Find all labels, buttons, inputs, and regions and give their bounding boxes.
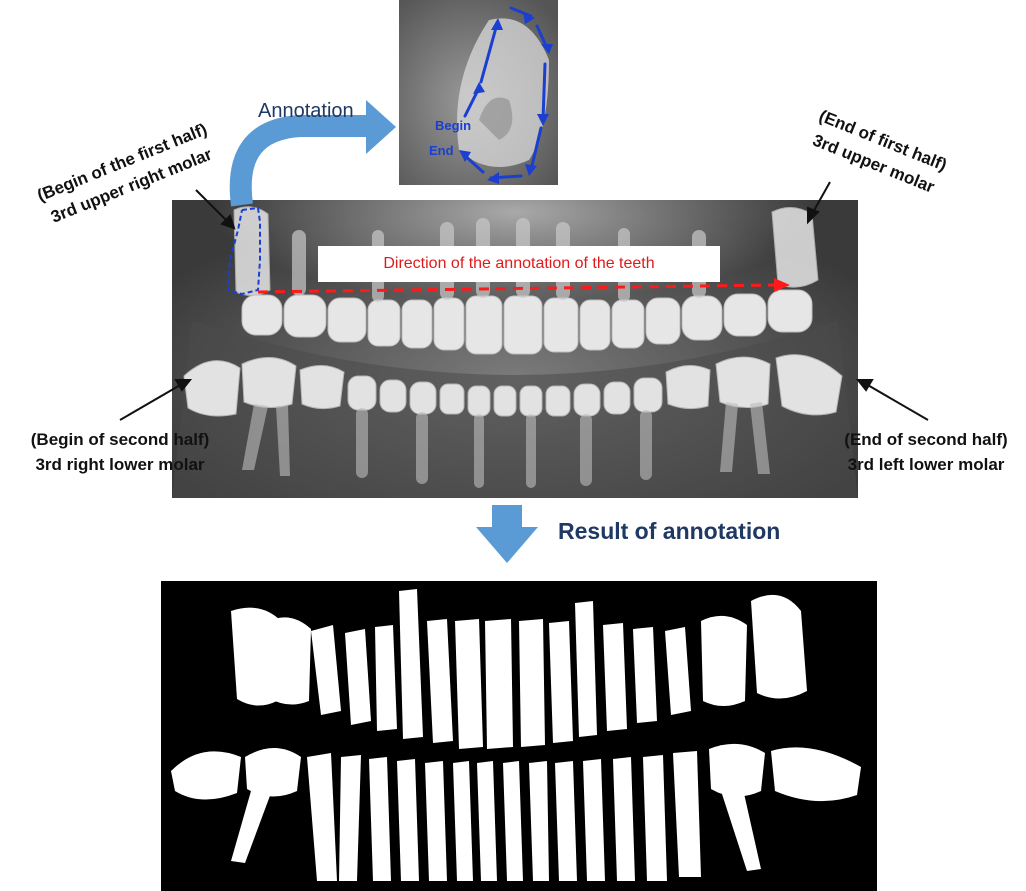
panoramic-xray-image: [172, 200, 858, 498]
result-down-arrow: [476, 505, 538, 563]
inset-begin-label: Begin: [435, 118, 472, 133]
direction-label-box: Direction of the annotation of the teeth: [318, 246, 720, 282]
label-end-second-half-line2: 3rd left lower molar: [847, 454, 1005, 474]
result-label: Result of annotation: [558, 518, 781, 544]
annotation-flow-arrowhead: [366, 100, 396, 154]
annotation-trace: [226, 206, 261, 296]
label-begin-second-half-line1: (Begin of second half): [30, 430, 210, 449]
annotation-flow-arrow: [229, 115, 370, 207]
annotation-label: Annotation: [258, 100, 354, 122]
mask-teeth-drawing: [171, 589, 861, 881]
label-end-second-half: (End of second half) 3rd left lower mola…: [818, 428, 1026, 477]
inset-end-label: End: [429, 143, 454, 158]
label-begin-second-half-line2: 3rd right lower molar: [35, 454, 205, 474]
xray-teeth-drawing: [172, 206, 858, 498]
label-end-first-half: (End of first half) 3rd upper molar: [776, 92, 980, 213]
annotation-inset-image: Begin End: [399, 0, 558, 185]
pointer-end-second-half: [865, 383, 929, 421]
inset-tooth-drawing: [457, 6, 553, 184]
result-mask-image: [161, 581, 877, 891]
direction-label: Direction of the annotation of the teeth: [383, 255, 655, 272]
label-end-second-half-line1: (End of second half): [844, 430, 1008, 449]
label-begin-second-half: (Begin of second half) 3rd right lower m…: [2, 428, 238, 477]
